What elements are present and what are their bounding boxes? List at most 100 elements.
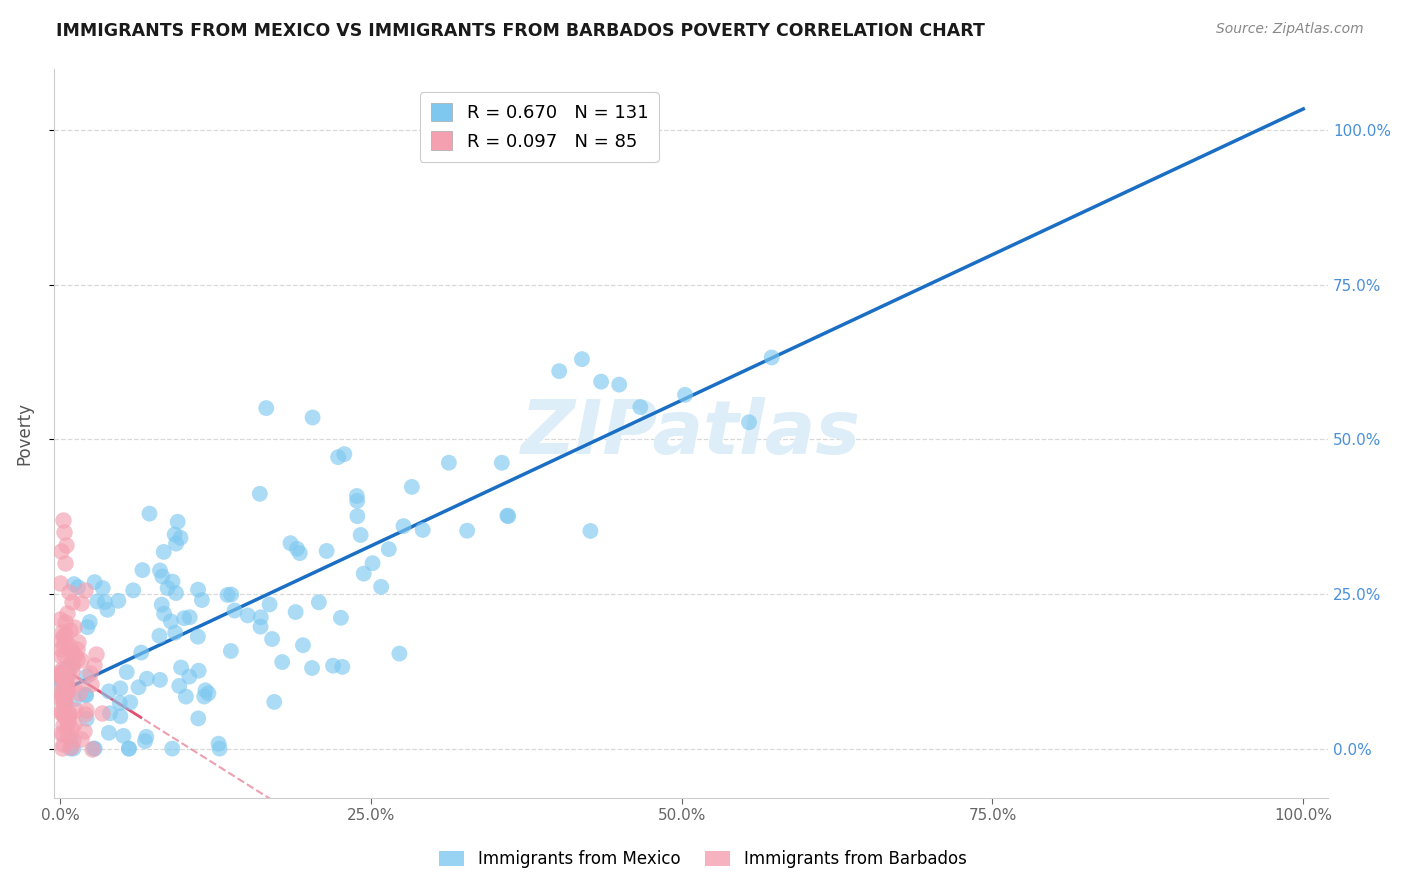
Point [259, 598, 281, 612]
Point [58, 706, 80, 720]
Point [52, 726, 75, 740]
Point [148, 629, 170, 643]
Point [301, 410, 323, 425]
Point [52, 670, 75, 684]
Point [761, 351, 783, 365]
Point [56, 606, 79, 620]
Point [83, 575, 105, 590]
Point [353, 566, 375, 581]
Point [69, 653, 91, 667]
Legend: Immigrants from Mexico, Immigrants from Barbados: Immigrants from Mexico, Immigrants from … [433, 844, 973, 875]
Point [197, 686, 219, 700]
Point [76, 669, 98, 683]
Point [271, 655, 294, 669]
Text: IMMIGRANTS FROM MEXICO VS IMMIGRANTS FROM BARBADOS POVERTY CORRELATION CHART: IMMIGRANTS FROM MEXICO VS IMMIGRANTS FRO… [56, 22, 986, 40]
Point [110, 709, 132, 723]
Point [73, 723, 96, 738]
Point [138, 507, 160, 521]
Point [62, 741, 84, 756]
Point [49, 691, 72, 706]
Point [51, 672, 73, 686]
Point [53, 694, 76, 708]
Point [52, 737, 75, 751]
Point [56, 728, 79, 742]
Point [49, 668, 72, 682]
Point [63, 577, 86, 591]
Point [49, 649, 72, 664]
Point [52, 629, 75, 643]
Point [193, 690, 215, 704]
Point [51, 685, 73, 699]
Point [437, 456, 460, 470]
Point [67, 686, 90, 700]
Point [49, 670, 72, 684]
Point [67, 580, 90, 594]
Point [59, 639, 82, 653]
Text: ZIPatlas: ZIPatlas [522, 397, 860, 470]
Point [236, 608, 259, 623]
Point [97, 726, 120, 740]
Point [163, 527, 186, 541]
Point [131, 563, 153, 577]
Point [628, 400, 651, 414]
Point [149, 673, 172, 687]
Point [496, 509, 519, 524]
Point [153, 607, 176, 621]
Point [69, 731, 91, 746]
Point [370, 580, 392, 594]
Point [346, 489, 368, 503]
Point [179, 610, 201, 624]
Point [219, 644, 242, 658]
Point [329, 611, 352, 625]
Point [60, 721, 83, 735]
Point [53, 697, 76, 711]
Point [118, 741, 141, 756]
Point [52, 709, 75, 723]
Point [51, 543, 73, 558]
Point [59, 733, 82, 747]
Point [280, 536, 302, 550]
Point [169, 531, 191, 545]
Point [571, 352, 593, 367]
Point [591, 375, 613, 389]
Point [55, 671, 77, 685]
Point [52, 667, 75, 681]
Point [392, 519, 415, 533]
Point [249, 610, 271, 624]
Point [378, 542, 401, 557]
Point [62, 665, 84, 679]
Point [75, 688, 97, 702]
Point [187, 711, 209, 725]
Point [53, 632, 76, 647]
Point [174, 690, 197, 704]
Point [51, 513, 73, 527]
Point [110, 681, 132, 696]
Point [59, 623, 82, 637]
Point [49, 632, 72, 647]
Point [361, 556, 384, 570]
Point [217, 588, 239, 602]
Point [315, 544, 337, 558]
Point [76, 712, 98, 726]
Point [51, 665, 73, 680]
Point [496, 508, 519, 523]
Point [58, 707, 80, 722]
Point [52, 683, 75, 698]
Point [254, 401, 277, 415]
Point [333, 447, 356, 461]
Point [55, 686, 77, 700]
Point [207, 737, 229, 751]
Point [308, 595, 330, 609]
Point [49, 704, 72, 718]
Point [52, 718, 75, 732]
Point [326, 450, 349, 465]
Point [59, 741, 82, 756]
Point [156, 581, 179, 595]
Point [97, 684, 120, 698]
Point [75, 703, 97, 717]
Point [80, 677, 103, 691]
Point [55, 680, 77, 694]
Point [66, 652, 89, 666]
Point [187, 630, 209, 644]
Point [80, 741, 103, 756]
